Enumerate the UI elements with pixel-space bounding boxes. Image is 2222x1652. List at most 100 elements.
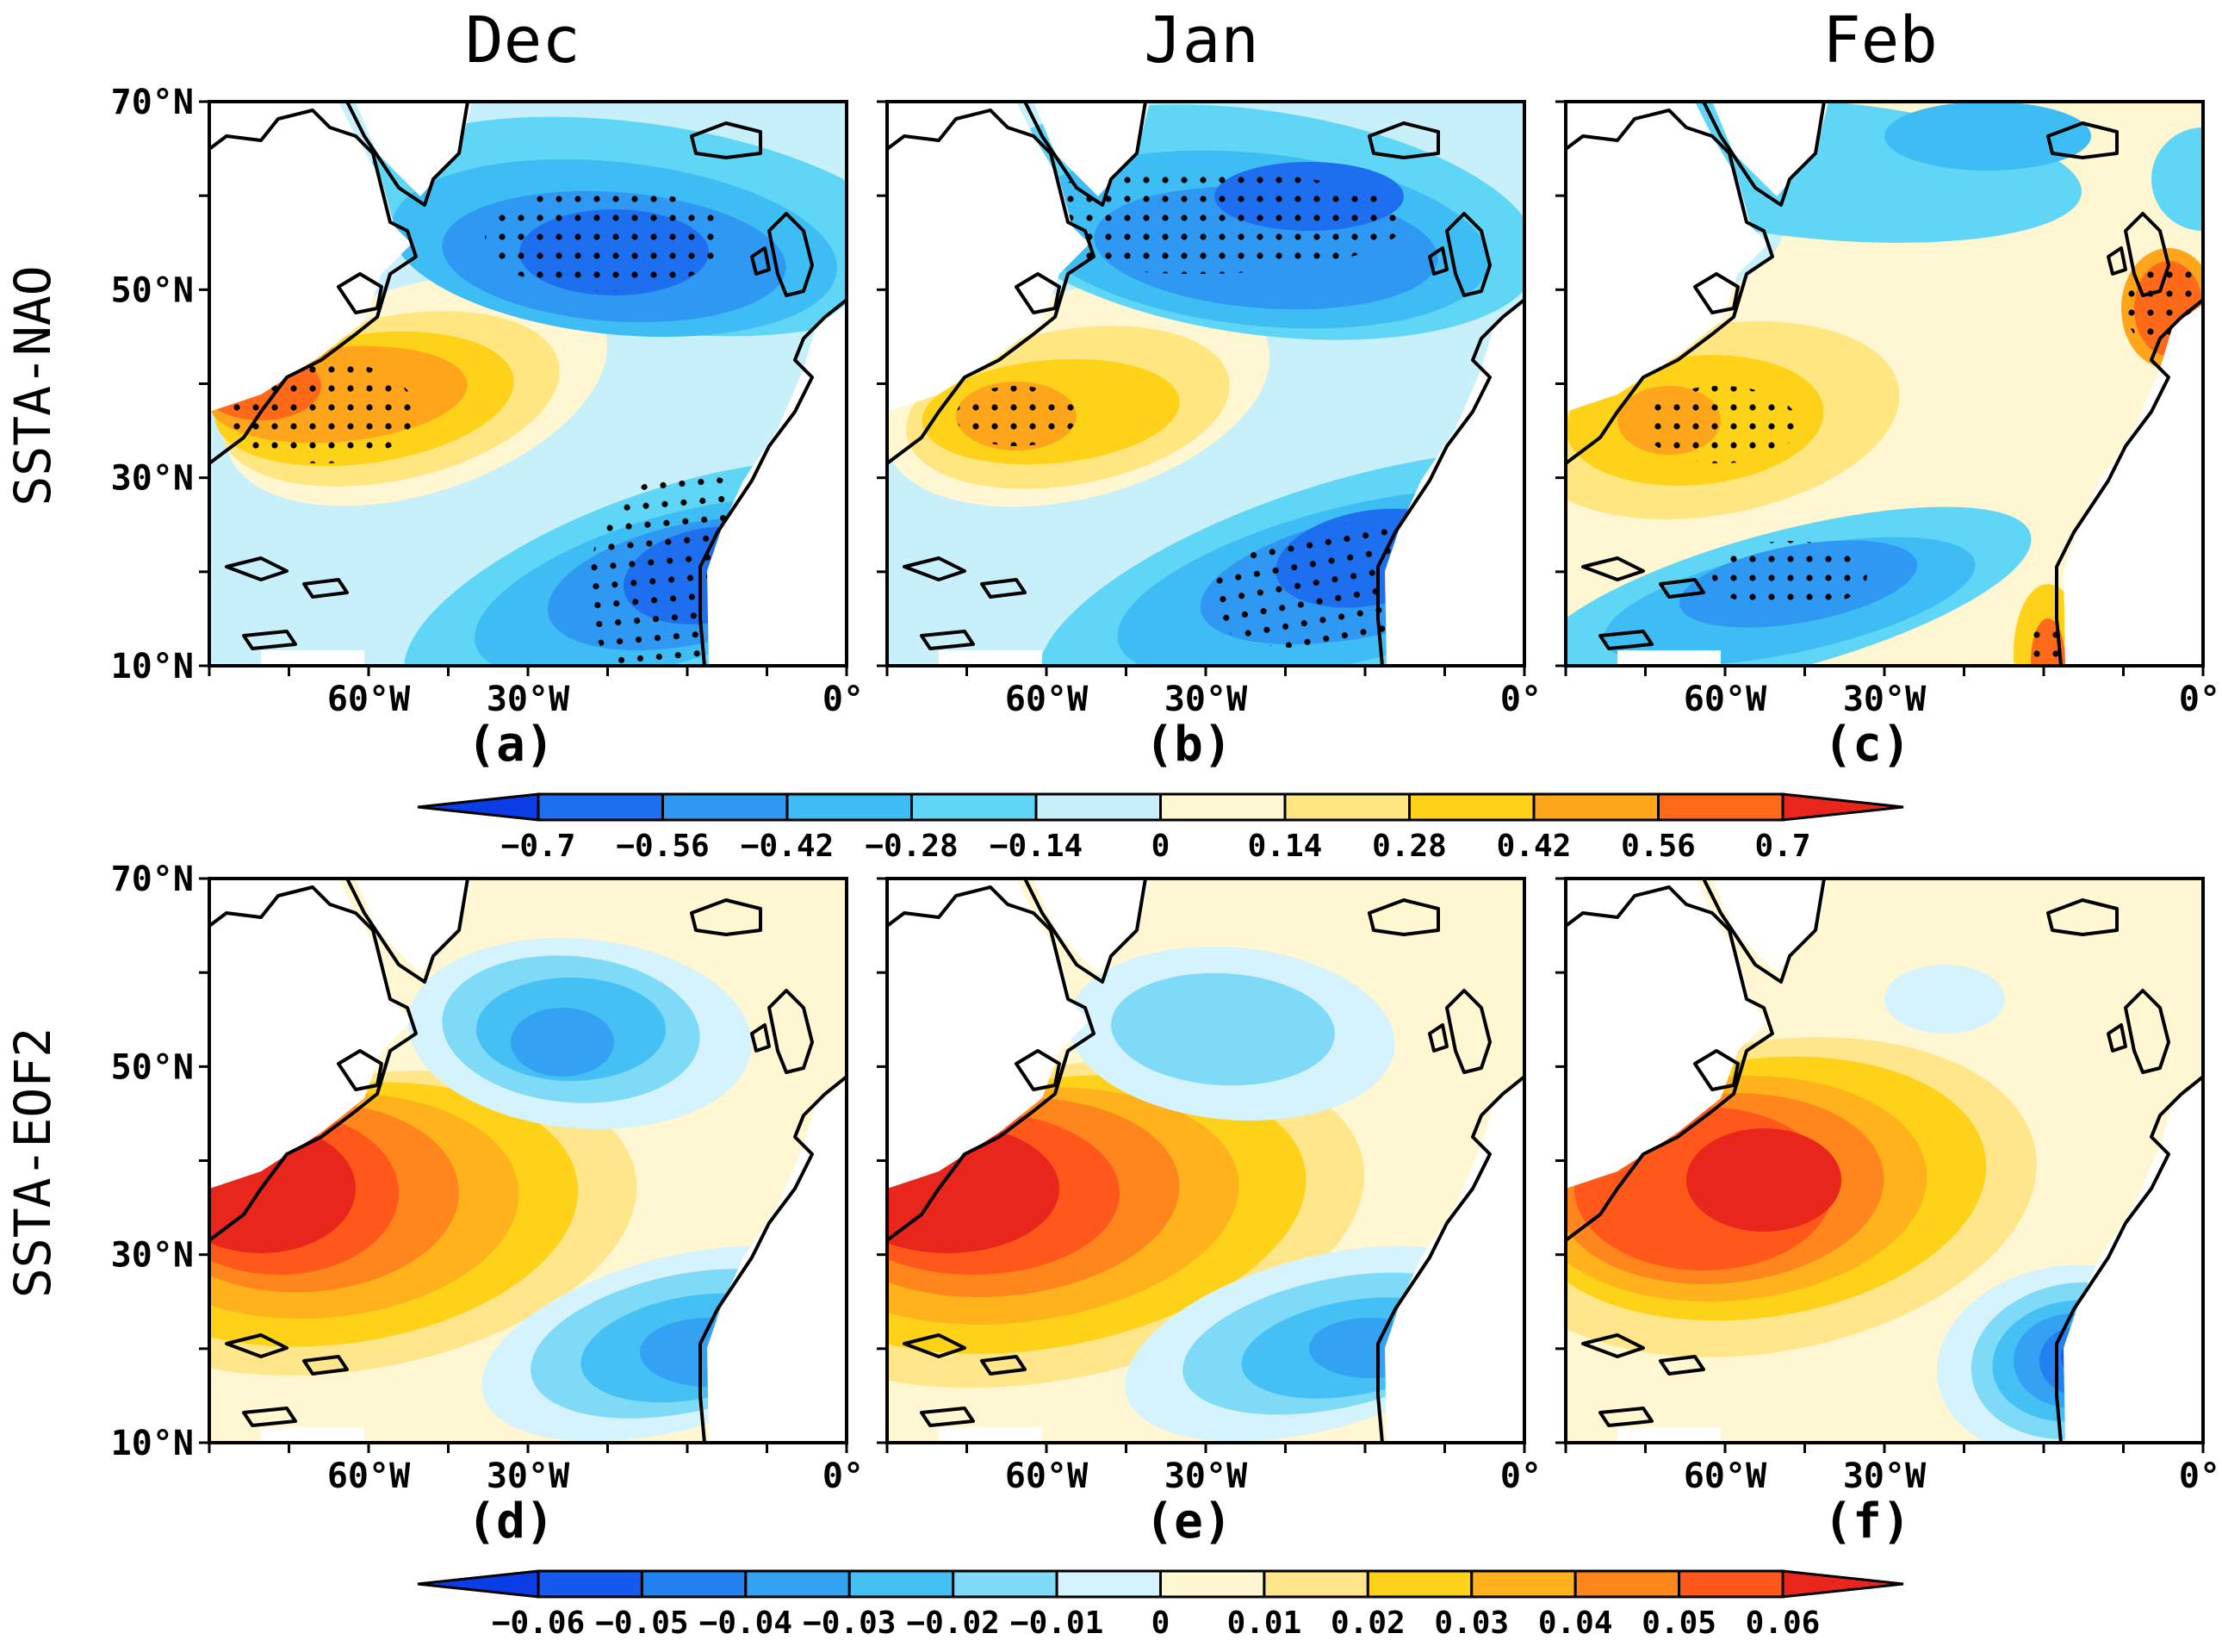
land-mask (209, 102, 847, 666)
colorbar-swatch (785, 792, 913, 822)
colorbar-swatch (661, 792, 789, 822)
colorbar-swatch (847, 1569, 955, 1599)
colorbar-swatch (1034, 792, 1162, 822)
greenland-land (1712, 102, 1828, 196)
south-america-land (261, 1427, 364, 1443)
coastline (1581, 1333, 1645, 1358)
lon-tick-label: 0° (2179, 1456, 2220, 1496)
greenland-land (356, 879, 472, 973)
colorbar-swatch (1055, 1569, 1163, 1599)
coastline (1428, 1023, 1449, 1053)
panel-label: (e) (1145, 1494, 1232, 1550)
coastline (1693, 1049, 1740, 1091)
lon-tick-label: 60°W (1005, 680, 1089, 719)
map-panels: 60°W 30°W 0° 70°N 50°N 30°N 10°N (a) 60°W 30°W 0° (… (111, 83, 2220, 1550)
south-america-land (939, 650, 1042, 666)
colorbar-swatch (640, 1569, 748, 1599)
colorbar-swatch (1532, 792, 1660, 822)
colorbar-swatch (1366, 1569, 1474, 1599)
lon-tick-label: 30°W (487, 1456, 570, 1496)
column-title-jan: Jan (1144, 3, 1259, 78)
lat-tick-label: 10°N (111, 647, 194, 686)
lat-tick-label: 30°N (111, 459, 194, 499)
coastline (2055, 1075, 2203, 1443)
colorbar-label: 0.14 (1248, 829, 1323, 864)
colorbar-label: −0.28 (865, 829, 958, 864)
lat-tick-label: 50°N (111, 1047, 194, 1087)
coastline (1702, 879, 1826, 984)
north-america-land (887, 102, 1089, 412)
map-panel-e: 60°W 30°W 0° (e) (877, 877, 1542, 1550)
lat-tick-label: 70°N (111, 860, 194, 899)
panel-label: (a) (467, 717, 554, 773)
panel-field (887, 879, 1524, 1443)
panel-label: (b) (1145, 717, 1232, 773)
coastline (1368, 898, 1440, 936)
colorbar-label: −0.14 (990, 829, 1083, 864)
coastline (302, 578, 349, 599)
lon-tick-label: 60°W (1005, 1456, 1089, 1496)
south-america-land (939, 1427, 1042, 1443)
africa-europe-land (707, 1081, 847, 1443)
coastline (767, 989, 814, 1074)
row-title-ssta-eof2: SSTA-EOF2 (3, 1028, 62, 1298)
anomaly-contour (511, 1008, 614, 1077)
north-america-land (209, 102, 412, 412)
anomaly-contour (2151, 127, 2203, 231)
map-panel-b: 60°W 30°W 0° (b) (877, 100, 1542, 773)
coastline (920, 1407, 975, 1427)
colorbar-label: 0 (1151, 829, 1170, 864)
colorbar-swatch (910, 792, 1038, 822)
anomaly-contour (1686, 1128, 1841, 1232)
coastline (337, 272, 383, 314)
lon-tick-label: 60°W (327, 1456, 411, 1496)
coastline (1598, 1407, 1654, 1427)
colorbar-swatch (537, 1569, 643, 1599)
anomaly-contour (1884, 965, 2005, 1034)
map-panel-c: 60°W 30°W 0° (c) (1555, 100, 2220, 773)
coastline (345, 102, 469, 207)
coastline (1445, 212, 1492, 297)
lon-tick-label: 30°W (1164, 680, 1248, 719)
lon-tick-label: 0° (2179, 680, 2220, 719)
coastline (1376, 298, 1524, 666)
coastline (1581, 556, 1645, 581)
greenland-land (1033, 102, 1150, 196)
coastline (1428, 246, 1449, 276)
lon-tick-label: 60°W (327, 680, 411, 719)
coastline (1598, 630, 1654, 650)
colorbar-swatch (1678, 1569, 1784, 1599)
panel-label: (d) (467, 1494, 554, 1550)
land-mask (1566, 102, 2203, 666)
coastline (767, 212, 814, 297)
coastline (903, 556, 966, 581)
coastline (209, 109, 418, 465)
coastline (698, 298, 847, 666)
lon-tick-label: 0° (1500, 680, 1542, 719)
coastline (1693, 272, 1740, 314)
column-title-dec: Dec (465, 3, 580, 78)
lon-tick-label: 0° (822, 1456, 864, 1496)
significance-stipple (485, 188, 726, 291)
colorbar-label: −0.42 (741, 829, 834, 864)
panel-field (209, 102, 847, 666)
lon-tick-label: 30°W (1164, 1456, 1248, 1496)
panel-label: (f) (1823, 1494, 1910, 1550)
significance-stipple (990, 171, 1404, 274)
greenland-land (1712, 879, 1828, 973)
coastline (920, 630, 975, 650)
lon-tick-label: 30°W (487, 680, 570, 719)
colorbar-max-arrow (1781, 1569, 1904, 1599)
colorbar-label: −0.02 (906, 1605, 999, 1641)
africa-europe-land (2064, 304, 2203, 666)
coastline (345, 879, 469, 984)
africa-europe-land (2064, 1081, 2203, 1443)
south-america-land (261, 650, 364, 666)
coastline (337, 1049, 383, 1091)
anomaly-contour (1884, 102, 2091, 171)
panel-field (209, 879, 847, 1443)
colorbar-label: −0.56 (616, 829, 709, 864)
significance-stipple (956, 386, 1077, 446)
column-title-feb: Feb (1822, 3, 1938, 78)
